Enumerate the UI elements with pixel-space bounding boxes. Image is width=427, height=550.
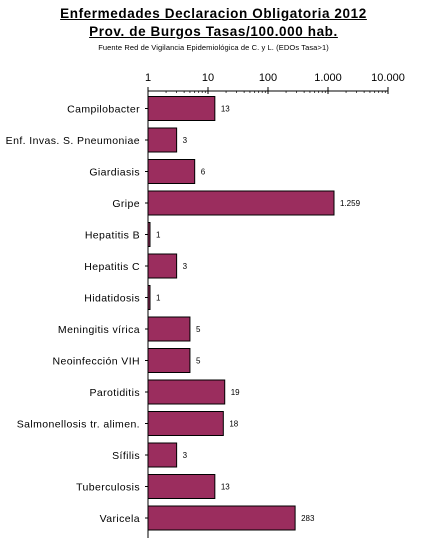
data-label: 1 xyxy=(156,294,161,303)
category-label: Varicela xyxy=(100,513,140,525)
x-tick-label: 1 xyxy=(145,72,151,84)
bar xyxy=(147,379,226,405)
chart-title-line2: Prov. de Burgos Tasas/100.000 hab. xyxy=(89,24,338,39)
bar xyxy=(147,348,191,373)
data-label: 283 xyxy=(301,514,315,523)
data-label: 5 xyxy=(196,357,201,366)
bar xyxy=(147,159,196,184)
bar xyxy=(147,96,216,121)
data-label: 6 xyxy=(201,168,206,177)
x-tick-label: 10 xyxy=(202,72,214,84)
data-label: 18 xyxy=(229,420,238,429)
bar xyxy=(147,411,224,436)
data-label: 13 xyxy=(221,483,230,492)
data-label: 1.259 xyxy=(340,199,361,208)
category-label: Salmonellosis tr. alimen. xyxy=(17,419,140,431)
data-label: 1 xyxy=(156,231,161,240)
category-label: Giardiasis xyxy=(89,167,140,179)
bar xyxy=(147,442,178,468)
chart-source-note: Fuente Red de Vigilancia Epidemiológica … xyxy=(98,43,329,52)
data-label: 3 xyxy=(183,136,188,145)
data-label: 3 xyxy=(183,262,188,271)
data-label: 13 xyxy=(221,105,230,114)
category-label: Meningitis vírica xyxy=(58,324,140,336)
x-tick-label: 100 xyxy=(259,72,277,84)
category-label: Campilobacter xyxy=(67,104,140,116)
x-tick-label: 1.000 xyxy=(314,72,342,84)
bar xyxy=(147,505,296,531)
bar xyxy=(147,474,216,499)
bar xyxy=(147,285,151,310)
category-label: Tuberculosis xyxy=(76,482,140,494)
bar xyxy=(147,316,191,342)
category-label: Hepatitis B xyxy=(85,230,140,242)
data-label: 3 xyxy=(183,451,188,460)
category-label: Hepatitis C xyxy=(84,261,140,273)
category-label: Parotiditis xyxy=(89,387,140,399)
category-label: Gripe xyxy=(112,198,140,210)
bar xyxy=(147,190,335,216)
chart-title-line1: Enfermedades Declaracion Obligatoria 201… xyxy=(60,6,367,21)
category-label: Sífilis xyxy=(112,450,140,462)
category-label: Enf. Invas. S. Pneumoniae xyxy=(6,135,140,147)
category-label: Neoinfección VIH xyxy=(52,356,140,368)
bar xyxy=(147,253,178,279)
category-label: Hidatidosis xyxy=(84,293,140,305)
x-tick-label: 10.000 xyxy=(371,72,405,84)
data-label: 5 xyxy=(196,325,201,334)
data-label: 19 xyxy=(231,388,240,397)
bar xyxy=(147,222,151,247)
bar xyxy=(147,127,178,153)
